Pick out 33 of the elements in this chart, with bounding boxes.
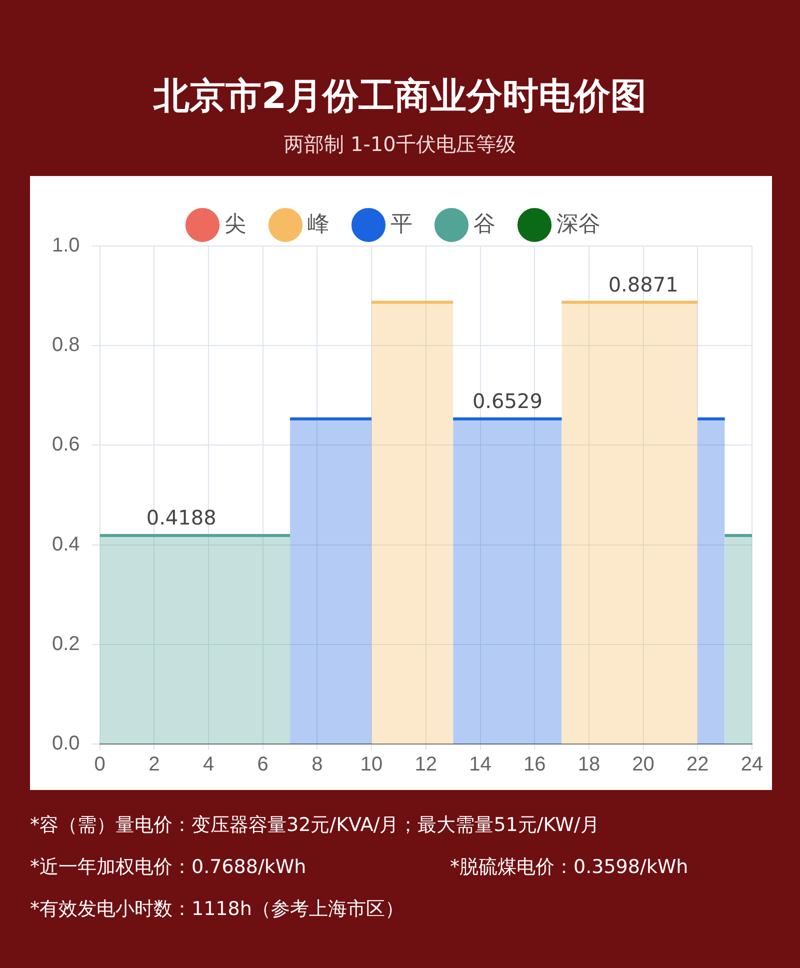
y-tick-label: 0.6 [52,434,80,456]
x-tick-label: 22 [686,754,709,776]
x-tick-label: 16 [523,754,546,776]
legend-label: 峰 [308,211,330,236]
x-tick-label: 0 [94,754,106,776]
y-tick-label: 0.8 [52,334,80,356]
data-label: 0.4188 [146,506,216,530]
y-tick-label: 0.4 [52,533,80,556]
chart-subtitle: 两部制 1-10千伏电压等级 [283,131,517,158]
x-tick-label: 10 [360,754,383,776]
text: *近一年加权电价：0.7688/kWh [30,855,306,880]
legend-label: 深谷 [556,211,600,236]
legend-label: 平 [390,211,412,236]
x-tick-label: 20 [632,754,654,776]
data-label: 0.8871 [608,272,678,296]
x-tick-label: 6 [257,754,268,776]
x-tick-label: 4 [202,754,214,776]
text: *有效发电小时数：1118h（参考上海市区） [30,897,404,922]
y-tick-label: 0.0 [52,732,80,755]
data-label: 0.6529 [472,389,542,414]
x-tick-label: 12 [414,754,438,776]
text: *脱硫煤电价：0.3598/kWh [450,855,688,880]
x-tick-label: 14 [469,754,492,776]
y-tick-label: 0.2 [52,632,80,655]
legend-label: 尖 [224,211,246,236]
y-tick-label: 1.0 [52,234,80,257]
x-tick-label: 2 [148,754,160,776]
x-tick-label: 18 [578,754,600,776]
chart-title: 北京市2月份工商业分时电价图 [152,75,648,119]
x-tick-label: 8 [312,754,323,776]
x-tick-label: 24 [740,754,764,776]
legend-label: 谷 [474,211,496,236]
text: *容（需）量电价：变压器容量32元/KVA/月；最大需量51元/KW/月 [30,813,600,838]
